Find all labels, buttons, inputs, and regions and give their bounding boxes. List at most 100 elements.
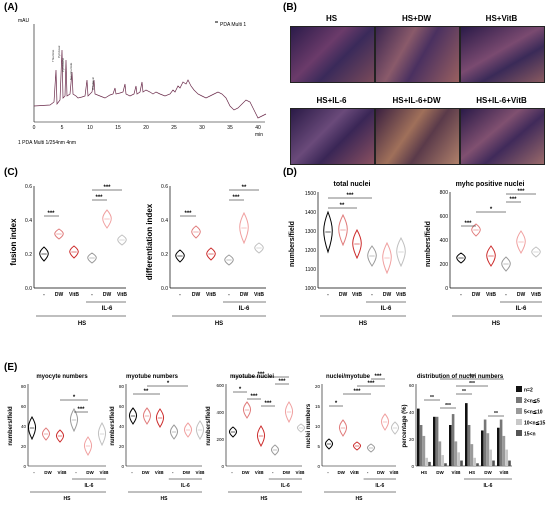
svg-text:600: 600 — [440, 214, 449, 220]
e5-bar — [489, 449, 492, 466]
e-hs-label: HS — [161, 496, 169, 502]
svg-text:0: 0 — [23, 464, 26, 469]
svg-text:0.0: 0.0 — [25, 286, 32, 292]
panel-a-footer: 1 PDA Multi 1/254nm 4nm — [18, 140, 76, 146]
micrograph-hs-il6-vitb — [460, 108, 545, 165]
svg-text:60: 60 — [409, 383, 415, 388]
svg-text:5: 5 — [61, 125, 64, 131]
svg-text:200: 200 — [440, 262, 449, 268]
svg-text:**: ** — [242, 185, 247, 191]
svg-text:10: 10 — [87, 125, 93, 131]
c2-violin — [254, 242, 264, 254]
d1-violin — [367, 245, 377, 267]
e-il6-label: IL-6 — [181, 483, 190, 489]
e5-bar — [428, 461, 431, 466]
svg-text:**: ** — [494, 411, 498, 417]
c2-violin — [239, 211, 249, 245]
svg-text:VitB: VitB — [69, 292, 79, 298]
svg-text:20: 20 — [409, 437, 415, 442]
svg-text:0.2: 0.2 — [25, 252, 32, 258]
e2-violin — [183, 422, 193, 438]
panel-b-title-hs-vitb: HS+VitB — [485, 14, 518, 23]
svg-text:nuclei numbers: nuclei numbers — [306, 403, 312, 448]
e2-violin — [128, 407, 138, 425]
micrograph-hs-vitb — [460, 26, 545, 83]
micrograph-hs-il6 — [290, 108, 375, 165]
e-xtick-label: DW — [283, 470, 291, 475]
e2-violin — [142, 407, 152, 425]
e5-bar — [417, 408, 420, 466]
svg-text:0: 0 — [121, 464, 124, 469]
svg-text:*: * — [167, 381, 170, 387]
svg-text:40: 40 — [255, 125, 261, 131]
e-xtick-label: - — [131, 470, 133, 475]
svg-text:20: 20 — [119, 444, 125, 449]
svg-text:numbers/field: numbers/field — [425, 221, 432, 267]
e5-bar — [492, 460, 495, 466]
e3-violin — [284, 401, 294, 424]
e-hs-label: HS — [261, 496, 269, 502]
panel-e-legend: n=2 2<n≦5 5<n≦10 10<n≦15 15<n — [516, 386, 546, 438]
svg-text:0: 0 — [445, 286, 448, 292]
svg-text:400: 400 — [440, 238, 449, 244]
e-xtick-label: - — [367, 470, 369, 475]
svg-text:40: 40 — [409, 410, 415, 415]
e-xtick-label: - — [172, 470, 174, 475]
d2-violin — [486, 245, 496, 267]
c2-violin — [206, 247, 216, 261]
svg-text:80: 80 — [119, 384, 125, 389]
legend-swatch — [516, 419, 522, 425]
svg-text:**: ** — [144, 389, 149, 395]
e-hs-label: HS — [64, 496, 72, 502]
e-xtick-label: DW — [242, 470, 250, 475]
e-xtick-label: DW — [86, 470, 94, 475]
svg-text:VitB: VitB — [352, 292, 362, 298]
svg-text:20: 20 — [315, 384, 321, 389]
d2-violin — [471, 223, 481, 237]
c1-violin — [54, 228, 64, 240]
legend-swatch — [516, 386, 522, 392]
e-xtick-label: VitB — [296, 470, 306, 475]
e5-bar — [444, 463, 447, 466]
svg-text:25: 25 — [171, 125, 177, 131]
c2-violin — [224, 254, 234, 266]
svg-text:Riboflavin: Riboflavin — [91, 76, 95, 90]
e-xtick-label: - — [75, 470, 77, 475]
e5-bar — [457, 452, 460, 466]
c1-violin — [69, 245, 79, 259]
panel-c-plot1-ylabel: fusion index — [9, 218, 18, 266]
e5-bar — [499, 419, 503, 466]
svg-text:myotube numbers: myotube numbers — [126, 374, 179, 380]
e-xtick-label: DW — [377, 470, 385, 475]
e5-bar — [441, 455, 444, 466]
svg-text:DW: DW — [472, 292, 481, 298]
svg-text:-: - — [371, 292, 373, 298]
panel-a-xticks: 0 5 10 15 20 25 30 35 40 — [33, 125, 261, 131]
svg-text:-: - — [505, 292, 507, 298]
panel-e-label: (E) — [4, 362, 18, 373]
e5-bar — [454, 441, 458, 466]
e-xtick-label: DW — [337, 470, 345, 475]
panel-c-label: (C) — [4, 167, 18, 178]
svg-text:-: - — [460, 292, 462, 298]
svg-text:HS: HS — [215, 321, 223, 327]
svg-text:400: 400 — [216, 410, 224, 415]
svg-text:**: ** — [462, 389, 466, 395]
svg-text:DW: DW — [339, 292, 348, 298]
e-xtick-label: - — [327, 470, 329, 475]
svg-text:0: 0 — [317, 464, 320, 469]
c1-violin — [117, 234, 127, 246]
svg-text:0.6: 0.6 — [25, 184, 32, 190]
e-xtick-label: DW — [142, 470, 150, 475]
panel-e-charts: myocyte numbers numbers/field 0 20 40 60… — [8, 372, 546, 502]
e-il6-label: IL-6 — [375, 483, 384, 489]
d1-violin — [323, 210, 333, 254]
svg-text:0.6: 0.6 — [161, 184, 168, 190]
e5-bar — [502, 435, 506, 466]
e-xtick-label: VitB — [100, 470, 110, 475]
svg-text:**: ** — [430, 395, 434, 401]
svg-text:-: - — [91, 292, 93, 298]
e-xtick-label: VitB — [350, 470, 360, 475]
d2-violin — [516, 230, 526, 254]
svg-text:DW: DW — [103, 292, 112, 298]
